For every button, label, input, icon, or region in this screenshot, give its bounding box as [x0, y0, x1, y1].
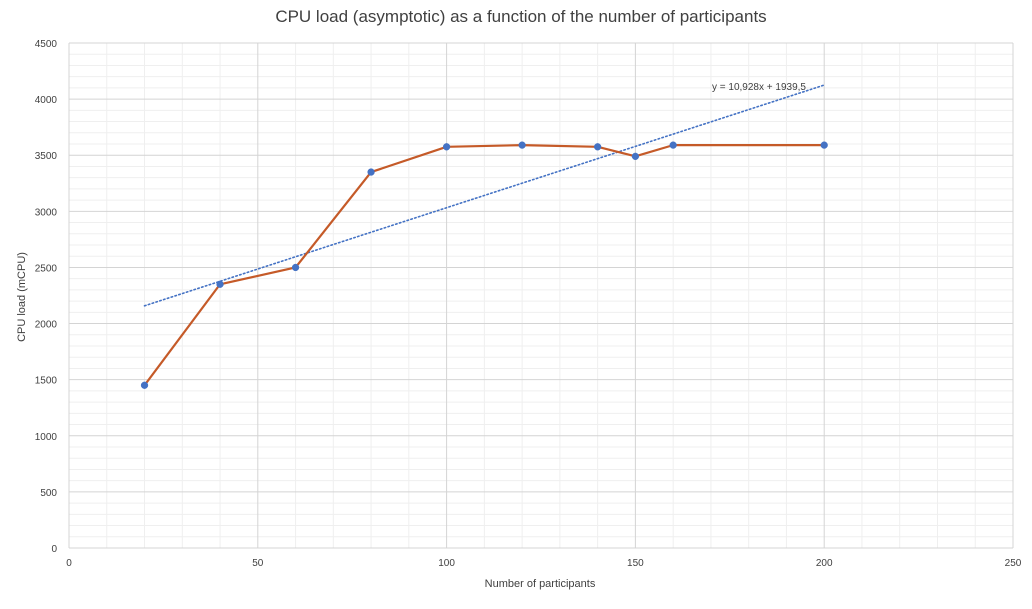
x-tick-label: 0	[66, 558, 72, 569]
trendline-equation-label: y = 10,928x + 1939,5	[712, 82, 806, 93]
trendline	[143, 84, 826, 307]
data-point	[367, 168, 375, 176]
data-point	[631, 152, 640, 160]
series-line	[143, 144, 825, 386]
x-tick-label: 100	[438, 558, 455, 569]
data-point	[518, 141, 526, 149]
major-gridlines	[68, 42, 1014, 549]
x-axis-tick-labels: 0 50 100 150 200 250	[66, 558, 1022, 569]
y-tick-label: 4500	[35, 39, 58, 50]
y-tick-label: 1500	[35, 376, 58, 387]
trendline-group	[143, 84, 826, 307]
y-tick-label: 2000	[35, 320, 58, 331]
y-tick-label: 0	[51, 544, 57, 555]
data-point	[291, 263, 300, 272]
minor-gridlines	[69, 43, 1013, 548]
series-group	[140, 141, 828, 389]
x-tick-label: 200	[816, 558, 833, 569]
y-tick-label: 500	[40, 488, 57, 499]
data-point	[593, 143, 602, 151]
y-tick-label: 3000	[35, 207, 58, 218]
x-tick-label: 50	[252, 558, 264, 569]
y-tick-label: 1000	[35, 432, 58, 443]
x-tick-label: 150	[627, 558, 644, 569]
data-point	[442, 143, 451, 151]
data-point	[820, 141, 828, 149]
y-axis-label: CPU load (mCPU)	[16, 252, 28, 342]
x-tick-label: 250	[1005, 558, 1022, 569]
chart-title: CPU load (asymptotic) as a function of t…	[275, 7, 766, 26]
x-axis-label: Number of participants	[485, 578, 596, 590]
data-point	[216, 280, 224, 288]
data-point	[140, 381, 149, 389]
y-tick-label: 3500	[35, 151, 58, 162]
y-axis-tick-labels: 0 500 1000 1500 2000 2500 3000 3500 4000 4500	[35, 39, 58, 555]
y-tick-label: 4000	[35, 95, 58, 106]
y-tick-label: 2500	[35, 263, 58, 274]
data-point	[669, 141, 677, 149]
